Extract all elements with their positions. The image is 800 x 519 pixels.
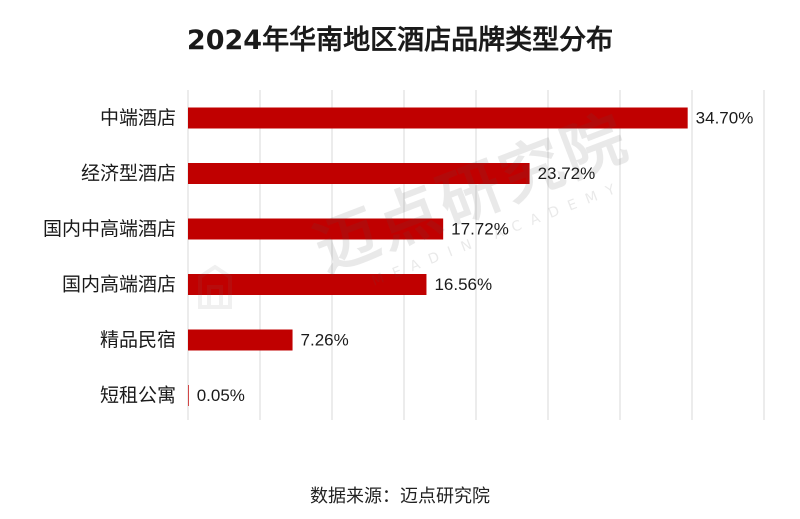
- bar: [188, 107, 688, 129]
- value-label: 0.05%: [197, 386, 245, 405]
- bar: [188, 218, 444, 240]
- bar: [188, 329, 293, 351]
- value-label: 23.72%: [538, 164, 596, 183]
- value-label: 7.26%: [301, 331, 349, 350]
- category-label: 国内高端酒店: [62, 274, 176, 296]
- category-label: 国内中高端酒店: [43, 218, 176, 240]
- category-label: 经济型酒店: [81, 163, 176, 185]
- value-labels: 34.70% 23.72% 17.72% 16.56% 7.26% 0.05%: [197, 109, 754, 406]
- value-label: 34.70%: [696, 109, 754, 128]
- bars: [188, 107, 688, 406]
- bar: [188, 163, 530, 184]
- grid-lines: [187, 90, 765, 420]
- bar: [188, 385, 189, 406]
- value-label: 16.56%: [434, 275, 492, 294]
- value-label: 17.72%: [451, 220, 509, 239]
- bar: [188, 274, 427, 295]
- watermark-logo-icon: [198, 264, 232, 309]
- source-note: 数据来源：迈点研究院: [310, 486, 490, 507]
- chart-title: 2024年华南地区酒店品牌类型分布: [186, 25, 614, 56]
- category-label: 精品民宿: [100, 329, 176, 351]
- category-label: 短租公寓: [100, 385, 176, 407]
- category-label: 中端酒店: [100, 107, 176, 129]
